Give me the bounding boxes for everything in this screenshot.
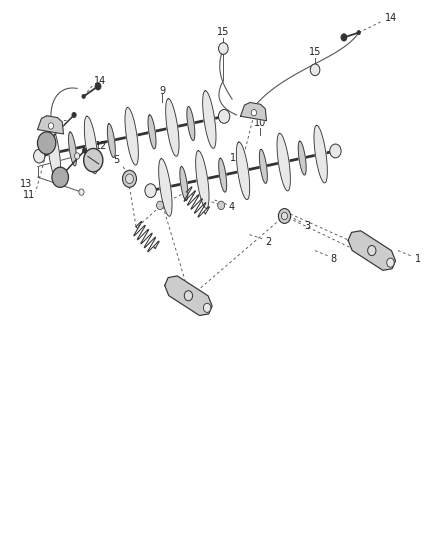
Polygon shape xyxy=(314,125,327,183)
Circle shape xyxy=(84,149,103,172)
Polygon shape xyxy=(125,108,138,165)
Text: 2: 2 xyxy=(265,237,272,247)
Polygon shape xyxy=(240,102,266,120)
Circle shape xyxy=(79,189,84,195)
Text: 14: 14 xyxy=(94,77,106,86)
Text: 14: 14 xyxy=(385,13,397,23)
Circle shape xyxy=(218,201,225,209)
Polygon shape xyxy=(166,99,179,156)
Circle shape xyxy=(156,201,163,209)
Circle shape xyxy=(330,144,341,158)
Text: 11: 11 xyxy=(23,190,35,200)
Circle shape xyxy=(123,170,137,187)
Circle shape xyxy=(145,184,156,198)
Circle shape xyxy=(341,34,347,41)
Polygon shape xyxy=(348,231,396,270)
Text: 4: 4 xyxy=(229,203,235,213)
Text: 11: 11 xyxy=(230,152,243,163)
Text: 8: 8 xyxy=(331,254,337,263)
Text: 3: 3 xyxy=(304,221,310,231)
Polygon shape xyxy=(298,141,306,175)
Circle shape xyxy=(357,30,360,35)
Circle shape xyxy=(38,132,56,154)
Text: 15: 15 xyxy=(217,27,230,37)
Polygon shape xyxy=(159,159,172,216)
Circle shape xyxy=(34,149,45,163)
Text: 13: 13 xyxy=(20,179,32,189)
Text: 9: 9 xyxy=(159,86,165,96)
Polygon shape xyxy=(47,124,61,182)
Polygon shape xyxy=(107,124,115,158)
Circle shape xyxy=(184,290,193,301)
Polygon shape xyxy=(69,132,77,166)
Circle shape xyxy=(72,112,76,118)
Text: 10: 10 xyxy=(254,118,267,128)
Circle shape xyxy=(367,246,376,256)
Polygon shape xyxy=(148,115,156,149)
Text: 5: 5 xyxy=(113,155,120,165)
Text: 12: 12 xyxy=(95,141,107,151)
Polygon shape xyxy=(196,151,209,208)
Polygon shape xyxy=(219,158,226,192)
Polygon shape xyxy=(165,276,212,316)
Circle shape xyxy=(82,94,85,99)
Circle shape xyxy=(310,64,320,76)
Polygon shape xyxy=(85,116,98,174)
Polygon shape xyxy=(203,91,216,148)
Circle shape xyxy=(387,258,394,267)
Polygon shape xyxy=(259,149,267,183)
Circle shape xyxy=(74,153,80,159)
Polygon shape xyxy=(180,166,188,200)
Text: 15: 15 xyxy=(309,47,321,56)
Circle shape xyxy=(203,303,211,312)
Circle shape xyxy=(82,148,87,154)
Circle shape xyxy=(95,83,101,90)
Circle shape xyxy=(219,43,228,54)
Circle shape xyxy=(219,109,230,123)
Text: 6: 6 xyxy=(43,115,49,125)
Circle shape xyxy=(282,212,288,220)
Polygon shape xyxy=(237,142,250,199)
Polygon shape xyxy=(277,133,290,191)
Polygon shape xyxy=(38,116,64,134)
Text: 1: 1 xyxy=(415,254,421,263)
Polygon shape xyxy=(187,107,195,141)
Circle shape xyxy=(48,123,53,129)
Circle shape xyxy=(126,174,134,183)
Circle shape xyxy=(279,208,290,223)
Circle shape xyxy=(251,109,257,116)
Text: 7: 7 xyxy=(35,150,41,160)
Circle shape xyxy=(52,167,68,188)
